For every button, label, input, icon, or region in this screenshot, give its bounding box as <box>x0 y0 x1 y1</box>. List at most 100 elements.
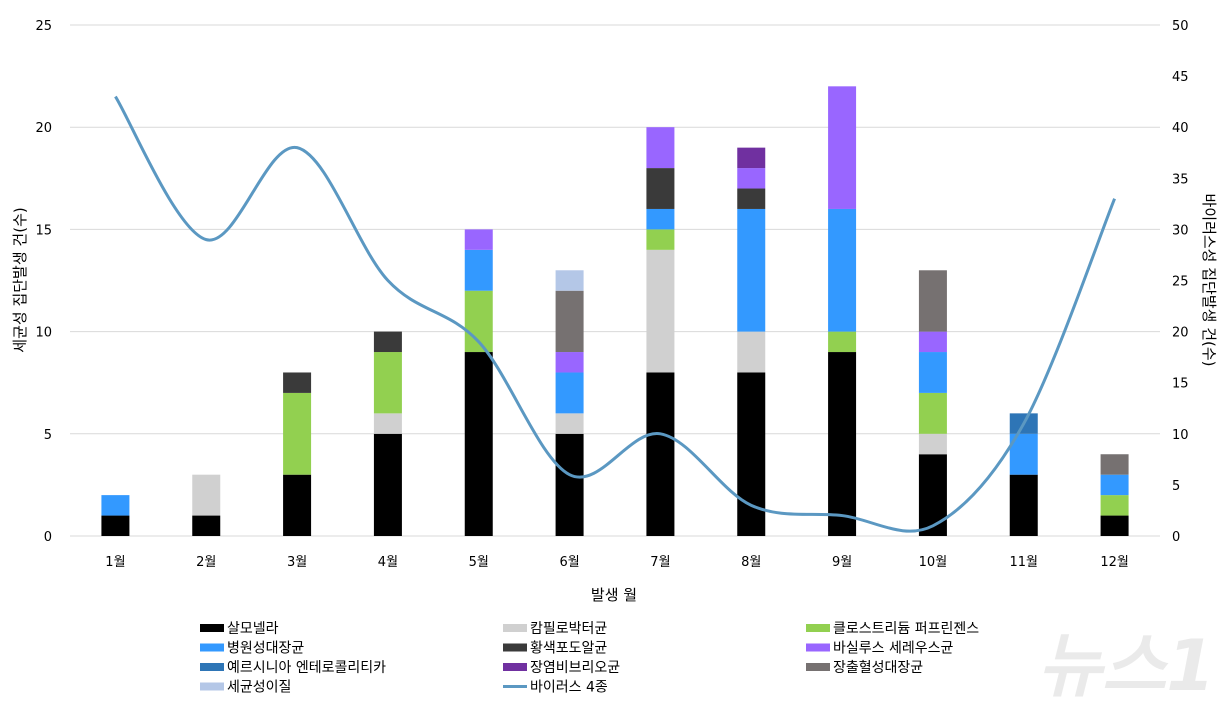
x-tick-label: 8월 <box>741 555 761 570</box>
bar-segment <box>828 331 857 353</box>
x-axis-label: 발생 월 <box>591 586 637 604</box>
bar-segment <box>373 433 402 536</box>
bars <box>101 86 1129 536</box>
bar-segment <box>918 331 947 353</box>
bar-segment <box>283 372 312 393</box>
bar-segment <box>737 188 766 209</box>
y2-tick-label: 50 <box>1172 19 1189 34</box>
y-tick-label: 10 <box>35 326 52 341</box>
bar-segment <box>373 331 402 353</box>
x-tick-label: 2월 <box>196 555 216 570</box>
legend-label: 예르시니아 엔테로콜리티카 <box>227 660 386 676</box>
bar-segment <box>918 454 947 536</box>
x-tick-label: 4월 <box>378 555 398 570</box>
bar-segment <box>646 229 675 250</box>
bar-segment <box>192 474 221 516</box>
y2-tick-label: 35 <box>1172 172 1189 187</box>
legend-swatch <box>503 663 527 671</box>
bar-segment <box>373 352 402 414</box>
bar-segment <box>646 127 675 169</box>
bar-segment <box>646 208 675 230</box>
y2-tick-label: 15 <box>1172 377 1189 392</box>
bar-segment <box>918 392 947 434</box>
x-tick-label: 6월 <box>559 555 579 570</box>
bar-segment <box>555 372 584 414</box>
bar-segment <box>828 352 857 536</box>
bar-segment <box>192 515 221 536</box>
bar-segment <box>737 372 766 536</box>
y2-tick-label: 30 <box>1172 223 1189 238</box>
tick-labels: 0 5 10 15 20 25 0 5 10 15 20 25 30 35 40 45 50 1월 2월 3월 4월 5월… <box>35 19 1188 570</box>
bar-segment <box>555 352 584 373</box>
bar-segment <box>828 86 857 209</box>
y2-axis-label: 바이러스성 집단발생 건(수) <box>1200 193 1218 366</box>
virus-line-path <box>114 95 1116 533</box>
legend-label: 클로스트리듐 퍼프린젠스 <box>833 621 979 637</box>
legend-label: 장염비브리오균 <box>530 660 620 676</box>
x-tick-label: 10월 <box>919 555 948 570</box>
bar-segment <box>1100 474 1129 496</box>
x-tick-label: 11월 <box>1009 555 1038 570</box>
bar-segment <box>464 249 493 291</box>
legend-swatch <box>503 643 527 652</box>
legend-label: 황색포도알균 <box>530 641 607 657</box>
legend-label: 장출혈성대장균 <box>833 660 923 676</box>
x-tick-label: 3월 <box>287 555 307 570</box>
x-tick-label: 12월 <box>1100 555 1129 570</box>
bar-segment <box>464 229 493 250</box>
bar-segment <box>918 352 947 393</box>
bar-segment <box>918 270 947 332</box>
x-tick-label: 9월 <box>832 555 852 570</box>
bar-segment <box>555 270 584 291</box>
legend-swatch <box>200 624 224 632</box>
bar-segment <box>101 515 130 536</box>
y-tick-label: 0 <box>44 530 52 545</box>
x-tick-label: 5월 <box>469 555 489 570</box>
y2-tick-label: 25 <box>1172 275 1189 290</box>
gridlines <box>70 24 1160 537</box>
x-tick-label: 7월 <box>650 555 670 570</box>
bar-segment <box>283 392 312 475</box>
y-tick-label: 5 <box>44 428 52 443</box>
legend-swatch <box>806 663 830 671</box>
y2-tick-label: 10 <box>1172 428 1189 443</box>
legend-swatch <box>200 663 224 671</box>
watermark-logo: 뉴스1 <box>1037 625 1215 707</box>
bar-segment <box>1100 495 1129 516</box>
bar-segment <box>1100 515 1129 536</box>
legend-swatch <box>200 682 224 691</box>
bar-segment <box>646 372 675 536</box>
bar-segment <box>1009 474 1038 536</box>
bar-segment <box>646 249 675 373</box>
bar-segment <box>646 168 675 209</box>
legend-label: 살모넬라 <box>227 621 279 637</box>
y2-tick-label: 40 <box>1172 121 1189 136</box>
legend-swatch <box>200 643 224 652</box>
bar-segment <box>737 331 766 373</box>
legend-swatch <box>806 624 830 632</box>
legend-label: 바실루스 세레우스균 <box>833 641 953 657</box>
y-axis-label: 세균성 집단발생 건(수) <box>11 207 29 352</box>
legend-swatch <box>806 643 830 652</box>
legend-label: 바이러스 4종 <box>530 680 608 696</box>
bar-segment <box>828 208 857 332</box>
bar-segment <box>737 208 766 332</box>
bar-segment <box>373 413 402 434</box>
legend-swatch <box>503 624 527 632</box>
bar-segment <box>101 495 130 516</box>
y2-tick-label: 20 <box>1172 326 1189 341</box>
x-tick-label: 1월 <box>105 555 125 570</box>
legend-label: 세균성이질 <box>227 680 291 696</box>
bar-segment <box>555 290 584 353</box>
y2-tick-label: 5 <box>1172 479 1180 494</box>
bar-segment <box>1100 454 1129 475</box>
bar-segment <box>555 413 584 434</box>
bar-segment <box>737 147 766 169</box>
y-tick-label: 25 <box>35 19 52 34</box>
y2-tick-label: 45 <box>1172 70 1189 85</box>
y-tick-label: 15 <box>35 223 52 238</box>
bar-segment <box>555 433 584 536</box>
bar-segment <box>283 474 312 536</box>
